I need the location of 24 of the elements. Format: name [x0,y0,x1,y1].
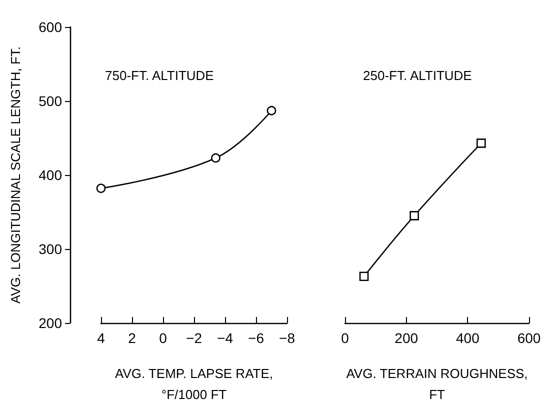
y-tick-label: 600 [38,19,62,35]
x-tick-label: 0 [341,330,350,346]
x-tick-label: −8 [279,330,296,346]
y-tick-label: 500 [38,93,62,109]
x-tick-label: 400 [456,330,480,346]
x-tick-label: −6 [248,330,264,346]
x-tick-label: 2 [128,330,136,346]
x-tick-label: 4 [97,330,106,346]
x-axis-title: AVG. TEMP. LAPSE RATE, °F/1000 FT [115,366,273,402]
x-tick-label: 600 [517,330,541,346]
text: 250-FT. ALTITUDE [363,68,472,83]
x-tick-label: 200 [394,330,418,346]
y-axis-title: AVG. LONGITUDINAL SCALE LENGTH, FT. [8,46,23,304]
text: 750-FT. ALTITUDE [105,68,214,83]
y-tick-label: 300 [38,241,62,257]
y-tick-label: 200 [38,315,62,331]
point [211,153,220,163]
point [96,184,106,193]
point [266,106,276,116]
x-tick-label: 0 [159,330,168,346]
x-tick-label: −4 [217,330,234,346]
x-tick-label: −2 [186,330,202,346]
y-tick-label: 400 [38,167,62,183]
x-axis-title: AVG. TERRAIN ROUGHNESS, FT [346,366,528,402]
